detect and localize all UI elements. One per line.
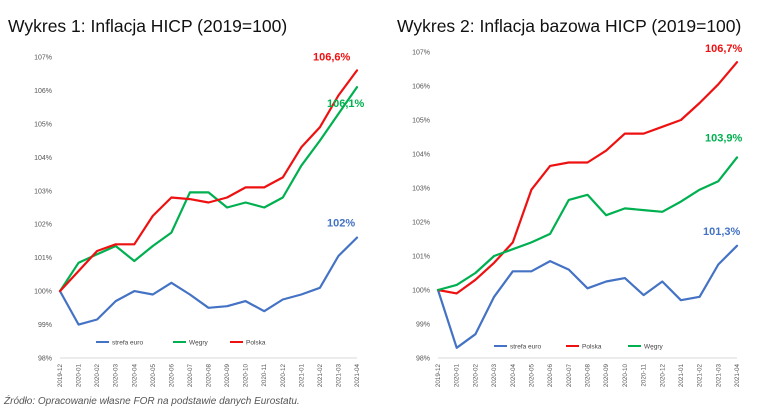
chart2-xtick-label: 2020-09	[603, 364, 610, 388]
chart2-end-label: 101,3%	[703, 226, 741, 238]
chart2-xtick-label: 2019-12	[435, 364, 442, 388]
chart1-title: Wykres 1: Inflacja HICP (2019=100)	[8, 16, 288, 36]
chart2-ytick-label: 102%	[412, 220, 430, 227]
chart2-xtick-label: 2020-01	[454, 364, 461, 388]
chart2-ytick-label: 104%	[412, 152, 430, 159]
chart2-xtick-label: 2021-04	[734, 364, 741, 388]
chart1-ytick-label: 101%	[34, 255, 52, 262]
chart1-legend-label: Węgry	[189, 339, 209, 346]
chart2-xtick-label: 2020-03	[491, 364, 498, 388]
chart1-ytick-label: 105%	[34, 121, 52, 128]
chart2-xtick-label: 2020-08	[585, 364, 592, 388]
chart1-xtick-label: 2020-10	[243, 364, 250, 388]
chart1-xtick-label: 2021-01	[298, 364, 305, 388]
chart1-xtick-label: 2020-02	[94, 364, 101, 388]
chart1-ytick-label: 99%	[38, 322, 52, 329]
chart1-xtick-label: 2021-04	[354, 364, 361, 388]
chart2-xtick-label: 2020-11	[641, 364, 648, 387]
chart2-series-wegry	[436, 156, 739, 292]
chart2-xtick-label: 2021-02	[697, 364, 704, 388]
chart1-xtick-label: 2020-01	[76, 364, 83, 388]
chart1-series-wegry	[58, 85, 359, 293]
chart2-series-strefa-euro	[436, 244, 739, 349]
source-note: Źródło: Opracowanie własne FOR na podsta…	[4, 396, 300, 407]
chart2-ytick-label: 106%	[412, 84, 430, 91]
chart1-xtick-label: 2020-05	[150, 364, 157, 388]
chart1-ytick-label: 98%	[38, 356, 52, 363]
chart2-end-label: 103,9%	[705, 132, 743, 144]
chart1-xtick-label: 2020-04	[131, 364, 138, 388]
chart2-xtick-label: 2020-02	[472, 364, 479, 388]
chart2-ytick-label: 99%	[416, 322, 430, 329]
chart2-xtick-label: 2020-12	[659, 364, 666, 388]
chart2-ytick-label: 105%	[412, 118, 430, 125]
chart2-ytick-label: 100%	[412, 288, 430, 295]
chart2-legend-label: Węgry	[644, 343, 664, 350]
chart2-xtick-label: 2021-01	[678, 364, 685, 388]
chart1-ytick-label: 102%	[34, 222, 52, 229]
chart1-legend-label: Polska	[246, 339, 266, 346]
chart2-xtick-label: 2020-07	[566, 364, 573, 388]
chart1-xtick-label: 2021-02	[317, 364, 324, 388]
chart2-ytick-label: 107%	[412, 50, 430, 57]
chart2-plot: 98% 99% 100% 101% 102% 103% 104% 105% 106% 107% 20…	[412, 43, 743, 388]
chart1-xtick-label: 2020-03	[113, 364, 120, 388]
chart1-legend-label: strefa euro	[112, 339, 143, 346]
chart2-series-polska	[436, 61, 739, 295]
chart1-series-strefa-euro	[58, 236, 359, 326]
chart2-ytick-label: 103%	[412, 186, 430, 193]
chart1-end-label: 106,1%	[327, 98, 365, 110]
chart1-ytick-label: 100%	[34, 289, 52, 296]
chart1-xtick-label: 2020-06	[168, 364, 175, 388]
chart2-xtick-label: 2020-10	[622, 364, 629, 388]
chart1-xtick-label: 2020-07	[187, 364, 194, 388]
chart1-ytick-label: 106%	[34, 88, 52, 95]
chart2-xtick-label: 2020-05	[528, 364, 535, 388]
chart1-series-polska	[58, 69, 359, 293]
chart1-plot: 98% 99% 100% 101% 102% 103% 104% 105% 106% 107% 20…	[34, 51, 365, 388]
chart2-xtick-label: 2021-03	[715, 364, 722, 388]
chart2-ytick-label: 98%	[416, 356, 430, 363]
chart1-xtick-label: 2021-03	[335, 364, 342, 388]
chart1-xtick-label: 2020-11	[261, 364, 268, 387]
chart2-ytick-label: 101%	[412, 254, 430, 261]
chart1-ytick-label: 107%	[34, 55, 52, 62]
chart2-xtick-label: 2020-04	[510, 364, 517, 388]
chart2-title: Wykres 2: Inflacja bazowa HICP (2019=100…	[397, 16, 742, 36]
chart1-xtick-label: 2019-12	[57, 364, 64, 388]
chart1-xtick-label: 2020-08	[206, 364, 213, 388]
chart1-ytick-label: 104%	[34, 155, 52, 162]
chart2-legend-label: Polska	[582, 343, 602, 350]
chart1-ytick-label: 103%	[34, 188, 52, 195]
chart2-legend-label: strefa euro	[510, 343, 541, 350]
chart1-end-label: 106,6%	[313, 51, 351, 63]
chart1-xtick-label: 2020-09	[224, 364, 231, 388]
chart1-xtick-label: 2020-12	[280, 364, 287, 388]
chart2-xtick-label: 2020-06	[547, 364, 554, 388]
chart2-end-label: 106,7%	[705, 43, 743, 55]
chart1-end-label: 102%	[327, 218, 355, 230]
